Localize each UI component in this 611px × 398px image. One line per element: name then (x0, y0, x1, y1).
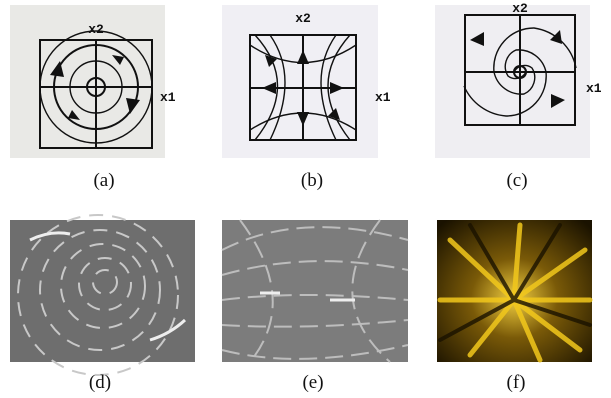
panel-e: (e) (222, 220, 408, 393)
axis-label: x1 (160, 90, 176, 105)
panel-c: x2 x1 (c) (435, 1, 602, 191)
axis-label: x1 (375, 90, 391, 105)
caption: (b) (301, 170, 323, 191)
axis-label: x2 (512, 1, 528, 16)
axis-label: x2 (88, 22, 104, 37)
panel-f: (f) (437, 220, 592, 393)
panel-b: x2 x1 (b) (222, 5, 391, 191)
axis-label: x2 (295, 11, 311, 26)
panel-d: (d) (10, 215, 195, 393)
panel-a: x2 x1 (a) (10, 5, 176, 191)
illustration-shape (222, 5, 378, 158)
caption: (e) (302, 372, 323, 393)
axis-label: x1 (586, 81, 602, 96)
illustration-shape (435, 5, 590, 158)
page: x2 x1 (a) x2 x1 (b) x2 x1 (c) (0, 0, 611, 398)
figure: x2 x1 (a) x2 x1 (b) x2 x1 (c) (0, 0, 611, 398)
caption: (f) (507, 372, 526, 393)
illustration-shape (222, 220, 408, 362)
caption: (a) (93, 170, 114, 191)
caption: (c) (506, 170, 527, 191)
caption: (d) (89, 372, 111, 393)
